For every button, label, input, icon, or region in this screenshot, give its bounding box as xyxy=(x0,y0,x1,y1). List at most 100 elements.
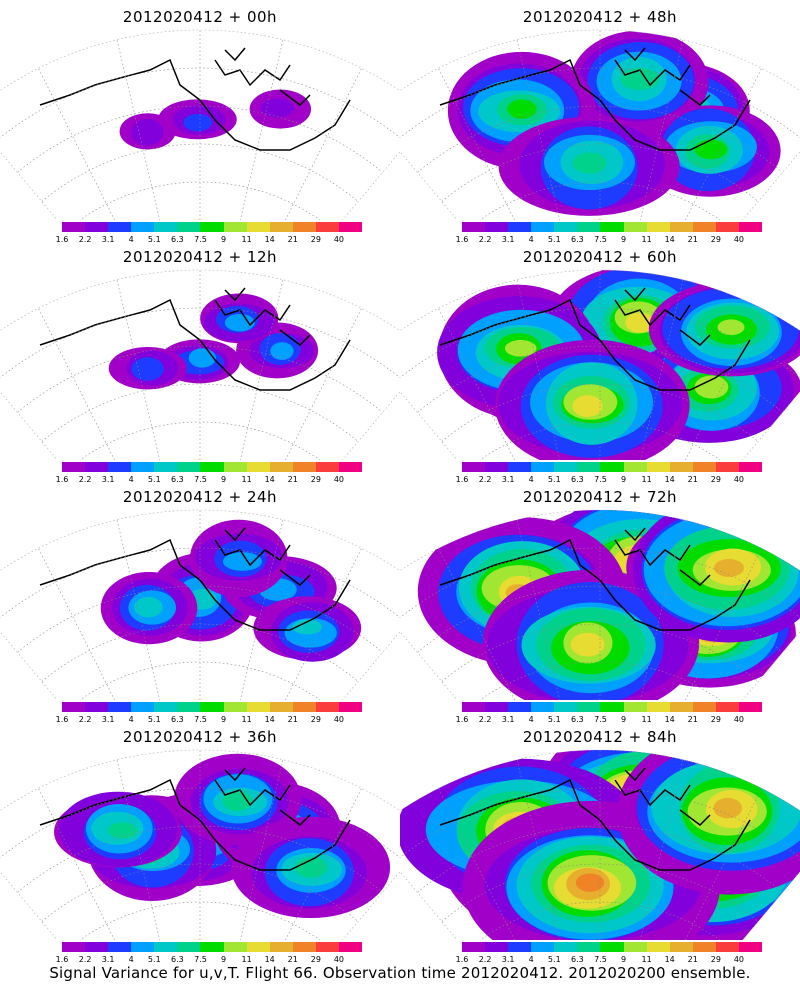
colorbar-tick-label: 11 xyxy=(641,475,652,484)
colorbar-swatch xyxy=(154,942,178,952)
colorbar-swatch xyxy=(292,462,316,472)
colorbar-tick-label: 4 xyxy=(128,955,134,964)
graticule-line xyxy=(66,661,334,700)
colorbar-tick-label: 2.2 xyxy=(478,715,492,724)
graticule-line xyxy=(466,421,734,460)
colorbar-swatch xyxy=(292,942,316,952)
panel-title: 2012020412 + 12h xyxy=(122,248,278,266)
map-frame xyxy=(400,29,800,220)
colorbar-swatch xyxy=(462,702,486,712)
colorbar-tick-label: 14 xyxy=(664,955,675,964)
variance-contour xyxy=(694,375,729,399)
graticule-line xyxy=(400,547,800,624)
colorbar-tick-label: 4 xyxy=(128,475,134,484)
colorbar xyxy=(62,942,363,954)
variance-map xyxy=(0,749,400,940)
colorbar-swatch xyxy=(131,222,155,232)
colorbar-swatch xyxy=(246,222,270,232)
graticule-line xyxy=(441,143,759,202)
colorbar-tick-label: 11 xyxy=(641,955,652,964)
colorbar-swatch xyxy=(200,462,224,472)
variance-contour xyxy=(713,797,743,819)
colorbar-swatch xyxy=(485,222,509,232)
variance-map xyxy=(400,269,800,460)
colorbar-swatch xyxy=(531,222,555,232)
colorbar-tick-label: 21 xyxy=(287,475,298,484)
colorbar-tick-label: 11 xyxy=(241,955,252,964)
panel-title: 2012020412 + 00h xyxy=(122,8,278,26)
colorbar xyxy=(62,462,363,474)
colorbar-swatch xyxy=(223,462,247,472)
colorbar-swatch xyxy=(646,222,670,232)
colorbar-swatch xyxy=(577,462,601,472)
colorbar-swatch xyxy=(508,222,532,232)
forecast-panel: 2012020412 + 60h 1.6 2.2 3.1 4 5.1 6.3 7.5 9 11 14… xyxy=(400,240,800,484)
colorbar-swatch xyxy=(62,942,86,952)
colorbar-swatch xyxy=(554,942,578,952)
coastline xyxy=(214,527,311,586)
colorbar xyxy=(62,222,363,234)
colorbar xyxy=(62,702,363,714)
panel-title: 2012020412 + 48h xyxy=(522,8,678,26)
forecast-panel: 2012020412 + 36h 1.6 2.2 3.1 4 5.1 6.3 7.5 9 11 14… xyxy=(0,720,400,964)
variance-contour xyxy=(131,357,164,381)
colorbar-swatch xyxy=(462,942,486,952)
colorbar-tick-label: 3.1 xyxy=(101,235,115,244)
graticule-line xyxy=(0,787,400,864)
colorbar-tick-label: 4 xyxy=(528,955,534,964)
colorbar-tick-label: 1.6 xyxy=(455,715,469,724)
variance-contour xyxy=(183,113,213,132)
colorbar-tick-label: 4 xyxy=(128,235,134,244)
map-frame xyxy=(0,749,400,940)
colorbar-tick-label: 7.5 xyxy=(194,955,207,964)
variance-contour xyxy=(694,139,728,160)
colorbar-tick-label: 1.6 xyxy=(55,235,69,244)
colorbar-swatch xyxy=(738,462,763,472)
colorbar-tick-label: 6.3 xyxy=(171,235,184,244)
colorbar-tick-label: 6.3 xyxy=(571,235,584,244)
colorbar-swatch xyxy=(177,462,201,472)
variance-blob xyxy=(158,99,237,140)
colorbar-swatch xyxy=(200,222,224,232)
variance-contour xyxy=(270,342,294,360)
colorbar-tick-label: 2.2 xyxy=(78,235,92,244)
colorbar-tick-label: 40 xyxy=(733,955,745,964)
map-frame xyxy=(400,509,800,700)
variance-contour xyxy=(224,313,255,332)
colorbar-swatch xyxy=(62,702,86,712)
colorbar-tick-label: 7.5 xyxy=(594,715,607,724)
forecast-panel: 2012020412 + 72h 1.6 2.2 3.1 4 5.1 6.3 7.5 9 11 14… xyxy=(400,480,800,724)
colorbar-swatch xyxy=(623,222,647,232)
colorbar-tick-label: 1.6 xyxy=(55,955,69,964)
map-frame xyxy=(400,269,800,460)
colorbar-swatch xyxy=(315,462,339,472)
panel-title: 2012020412 + 24h xyxy=(122,488,278,506)
graticule-line xyxy=(417,345,783,413)
graticule-line xyxy=(0,547,400,624)
colorbar-swatch xyxy=(200,942,224,952)
colorbar-swatch xyxy=(485,462,509,472)
colorbar-tick-label: 7.5 xyxy=(194,715,207,724)
colorbar-swatch xyxy=(85,942,109,952)
colorbar-swatch xyxy=(154,702,178,712)
colorbar-tick-label: 29 xyxy=(710,955,721,964)
coastline xyxy=(614,767,711,826)
colorbar xyxy=(462,222,763,234)
colorbar-tick-label: 6.3 xyxy=(171,715,184,724)
colorbar-labels: 1.6 2.2 3.1 4 5.1 6.3 7.5 9 11 14 21 29 40 xyxy=(456,955,778,965)
colorbar-swatch xyxy=(108,222,132,232)
colorbar-swatch xyxy=(600,702,624,712)
colorbar-swatch xyxy=(577,942,601,952)
colorbar-tick-label: 29 xyxy=(310,715,321,724)
colorbar-swatch xyxy=(531,702,555,712)
colorbar-labels: 1.6 2.2 3.1 4 5.1 6.3 7.5 9 11 14 21 29 40 xyxy=(456,235,778,245)
colorbar-swatch xyxy=(246,462,270,472)
variance-contour xyxy=(292,619,323,635)
colorbar-swatch xyxy=(85,222,109,232)
colorbar-swatch xyxy=(715,942,739,952)
colorbar-tick-label: 9 xyxy=(620,955,627,964)
forecast-panel: 2012020412 + 24h 1.6 2.2 3.1 4 5.1 6.3 7.5 9 11 14… xyxy=(0,480,400,724)
colorbar-tick-label: 9 xyxy=(620,715,627,724)
colorbar-swatch xyxy=(315,702,339,712)
colorbar-tick-label: 21 xyxy=(687,235,698,244)
